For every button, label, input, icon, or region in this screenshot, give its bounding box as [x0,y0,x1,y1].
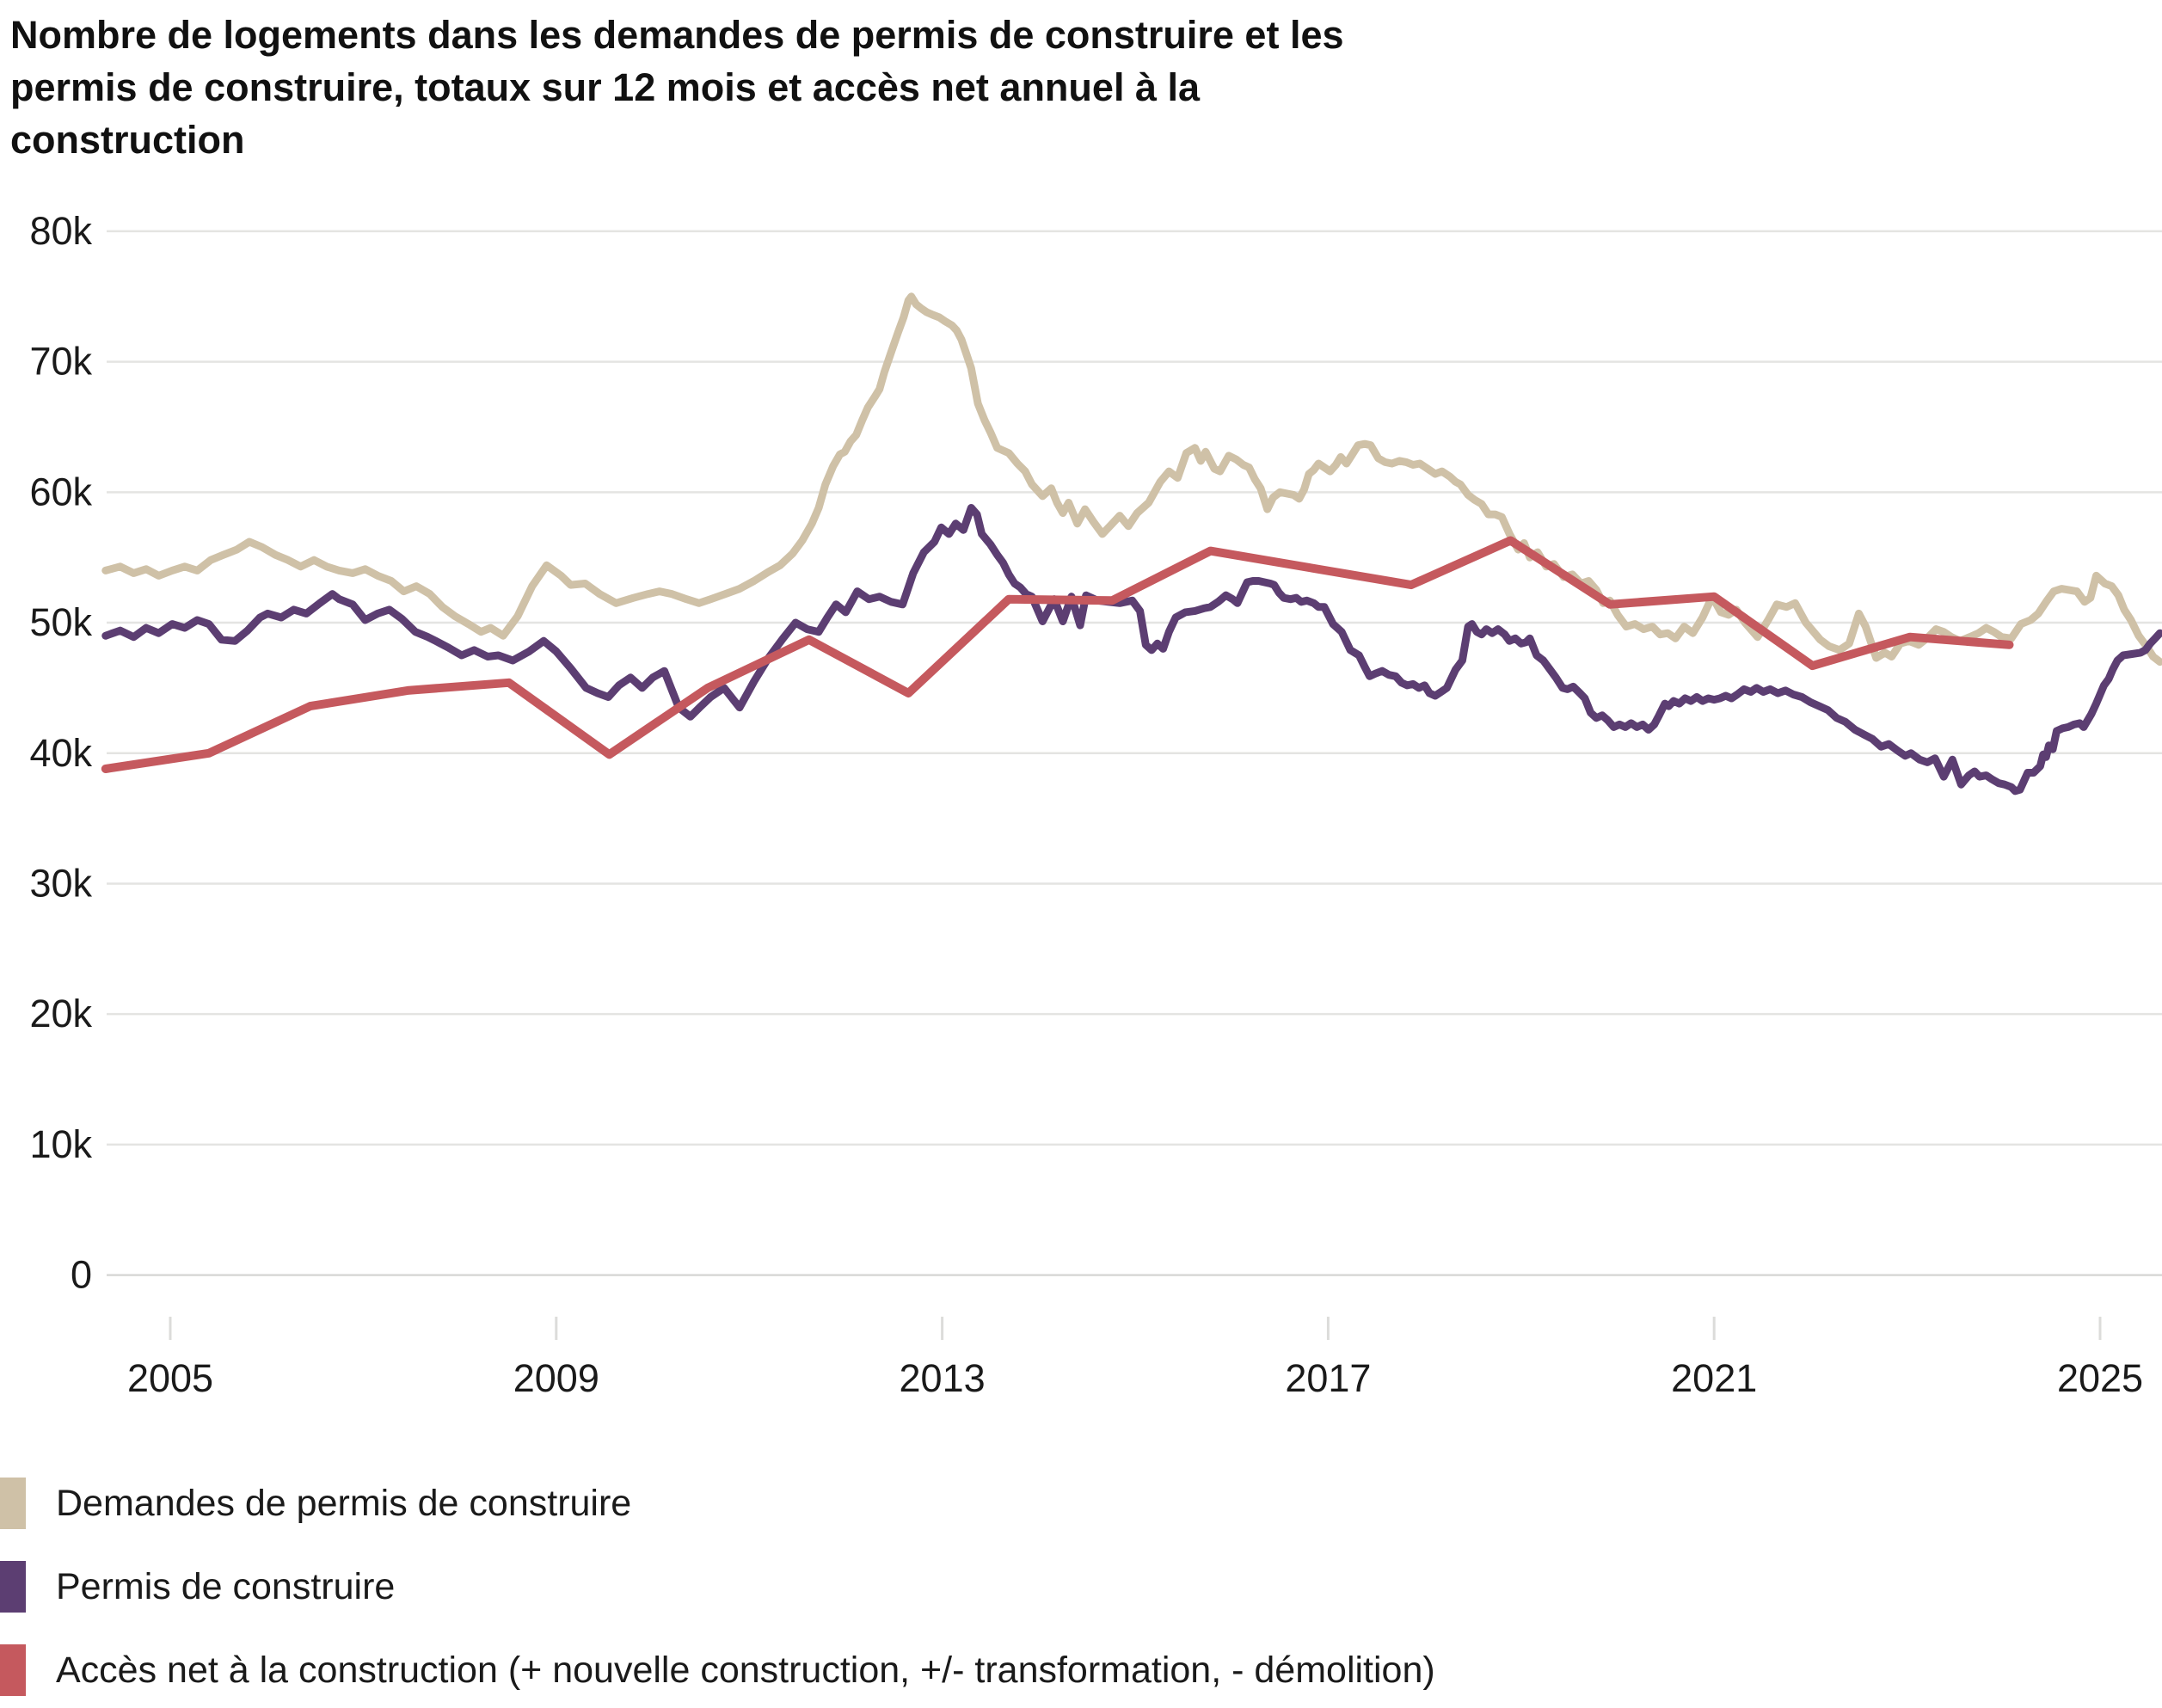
legend-item-1[interactable]: Demandes de permis de construire [0,1478,631,1529]
legend-item-2[interactable]: Permis de construire [0,1561,395,1613]
legend-swatch-icon [0,1644,26,1696]
legend-swatch-icon [0,1478,26,1529]
y-axis-label-30k: 30k [29,861,92,905]
series-line-1[interactable] [101,292,2162,667]
y-axis-label-0: 0 [71,1253,92,1297]
legend-label: Demandes de permis de construire [56,1482,632,1524]
series-line-3[interactable] [101,536,2014,773]
legend-item-3[interactable]: Accès net à la construction (+ nouvelle … [0,1644,1435,1696]
gridlines [107,230,2162,1276]
x-axis-label-2009: 2009 [513,1356,599,1400]
x-axis-label-2013: 2013 [900,1356,986,1400]
legend-swatch-icon [0,1561,26,1613]
y-axis-label-40k: 40k [29,731,92,775]
x-axis-label-2021: 2021 [1671,1356,1757,1400]
y-axis-label-50k: 50k [29,600,92,644]
y-axis-label-80k: 80k [29,209,92,253]
y-axis-label-10k: 10k [29,1122,92,1166]
series-line-2[interactable] [101,504,2162,796]
y-axis-label-70k: 70k [29,340,92,384]
chart-title: Nombre de logements dans les demandes de… [10,13,1344,162]
legend-label: Accès net à la construction (+ nouvelle … [56,1649,1435,1691]
y-axis-labels: 0 10k 20k 30k 40k 50k 60k 70k 80k [29,209,92,1297]
legend-label: Permis de construire [56,1565,396,1607]
x-axis-label-2017: 2017 [1285,1356,1371,1400]
x-axis-label-2025: 2025 [2057,1356,2143,1400]
y-axis-label-60k: 60k [29,470,92,513]
x-axis: 2005 2009 2013 2017 2021 2025 [127,1317,2143,1400]
series-lines [101,292,2162,796]
y-axis-label-20k: 20k [29,992,92,1035]
x-axis-label-2005: 2005 [127,1356,213,1400]
